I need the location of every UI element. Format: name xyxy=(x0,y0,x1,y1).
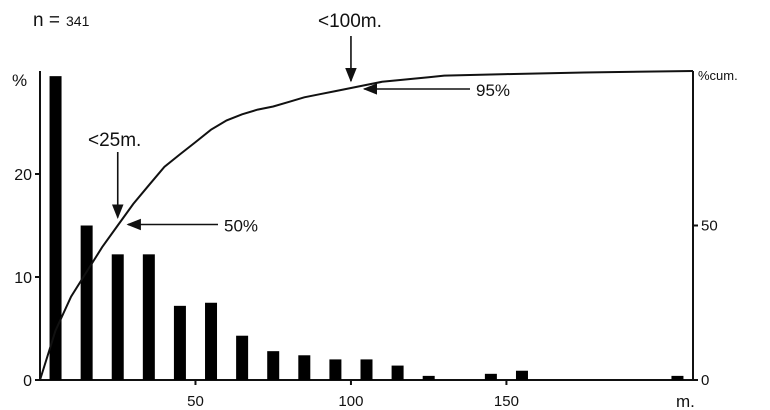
x-tick-label: 150 xyxy=(494,393,519,410)
bar-series xyxy=(49,76,684,381)
histogram-bar xyxy=(484,373,497,380)
left-axis-unit: % xyxy=(12,71,27,90)
right-axis-unit: %cum. xyxy=(698,68,738,83)
annotations: <25m. 50% <100m. 95% xyxy=(88,11,510,236)
x-axis-unit: m. xyxy=(676,392,695,410)
left-axis-ticks: 0 10 20 xyxy=(14,167,40,390)
x-tick-label: 100 xyxy=(338,393,363,410)
annotation-50-percent: 50% xyxy=(224,217,258,236)
sample-size-value: 341 xyxy=(66,13,90,29)
left-tick-label: 0 xyxy=(23,373,32,390)
cumulative-line xyxy=(39,70,694,381)
sample-size-label: n = xyxy=(33,10,60,31)
histogram-bar xyxy=(671,375,684,380)
histogram-bar xyxy=(515,370,528,380)
histogram-bar xyxy=(267,351,280,380)
annotation-25m: <25m. xyxy=(88,130,141,151)
x-axis-ticks: 50 100 150 xyxy=(187,380,519,410)
right-tick-label: 0 xyxy=(701,372,709,389)
histogram-bar xyxy=(142,254,155,380)
histogram-bar xyxy=(360,359,373,380)
annotation-95-percent: 95% xyxy=(476,81,510,100)
right-axis-ticks: 0 50 xyxy=(693,218,718,389)
histogram-bar xyxy=(298,355,311,380)
left-tick-label: 10 xyxy=(14,270,32,287)
histogram-bar xyxy=(80,225,93,380)
x-tick-label: 50 xyxy=(187,393,204,410)
histogram-bar xyxy=(205,302,218,380)
histogram-bar xyxy=(111,254,124,380)
histogram-bar xyxy=(49,76,62,381)
histogram-bar xyxy=(236,335,249,380)
left-tick-label: 20 xyxy=(14,167,32,184)
histogram-bar xyxy=(173,305,186,380)
right-tick-label: 50 xyxy=(701,218,718,235)
histogram-bar xyxy=(391,365,404,380)
annotation-100m: <100m. xyxy=(318,11,382,32)
histogram-bar xyxy=(329,359,342,380)
histogram-bar xyxy=(422,375,435,380)
